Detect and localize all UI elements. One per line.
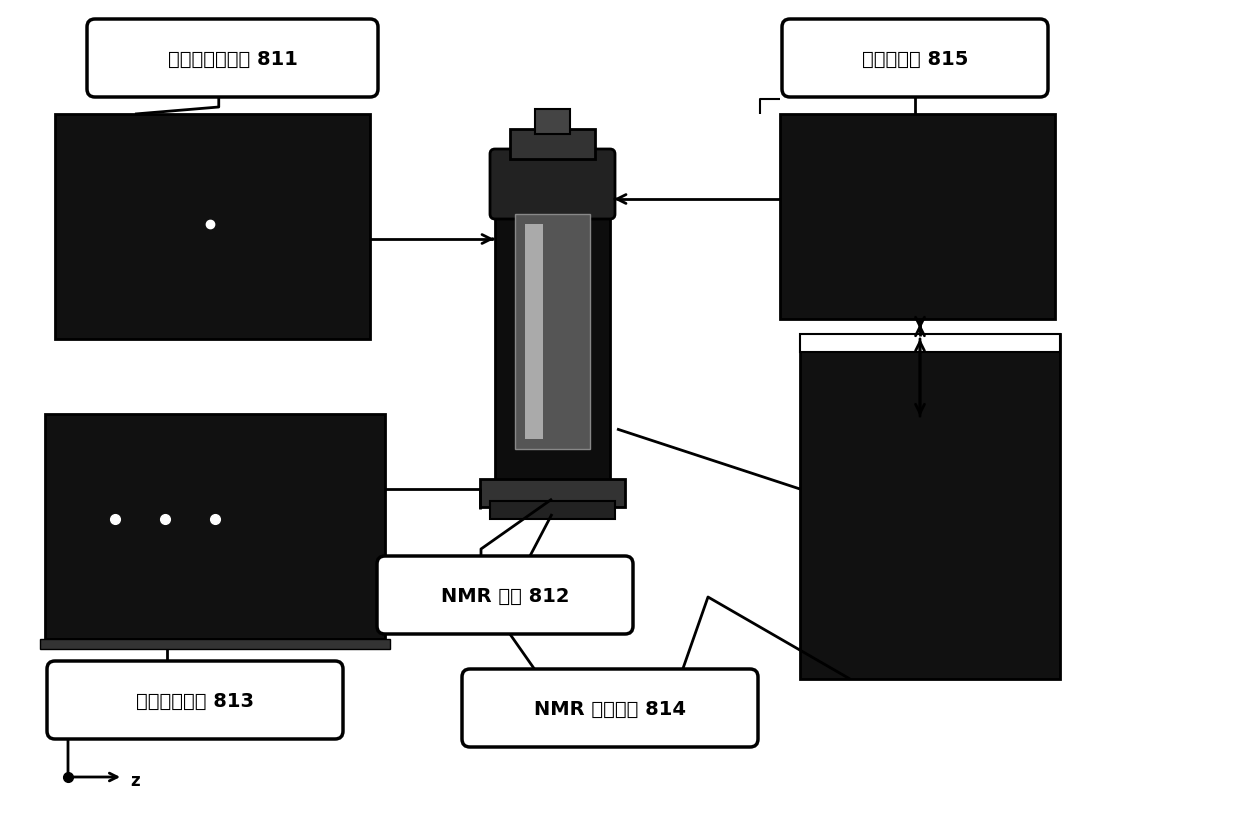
Bar bbox=[40, 639, 391, 649]
FancyBboxPatch shape bbox=[47, 662, 343, 739]
FancyBboxPatch shape bbox=[490, 150, 615, 219]
Bar bbox=[480, 479, 625, 508]
Text: 超极化发生器 813: 超极化发生器 813 bbox=[136, 691, 254, 710]
Bar bbox=[780, 115, 1055, 320]
Text: NMR 谱仪 812: NMR 谱仪 812 bbox=[440, 585, 569, 604]
Bar bbox=[800, 335, 1060, 353]
Bar bbox=[45, 415, 384, 639]
Text: z: z bbox=[130, 771, 140, 789]
FancyBboxPatch shape bbox=[87, 20, 378, 98]
FancyBboxPatch shape bbox=[377, 556, 632, 634]
Bar bbox=[495, 185, 610, 509]
Bar bbox=[510, 130, 595, 160]
Bar bbox=[490, 502, 615, 519]
Bar bbox=[55, 115, 370, 339]
Text: NMR 控制系统 814: NMR 控制系统 814 bbox=[534, 699, 686, 718]
Bar bbox=[800, 335, 1060, 679]
Bar bbox=[525, 224, 543, 440]
Text: 四极质谱仪 815: 四极质谱仪 815 bbox=[862, 50, 968, 69]
Bar bbox=[534, 110, 570, 135]
Bar bbox=[515, 214, 590, 450]
FancyBboxPatch shape bbox=[463, 669, 758, 747]
FancyBboxPatch shape bbox=[782, 20, 1048, 98]
Text: 反应气控制系统 811: 反应气控制系统 811 bbox=[167, 50, 298, 69]
